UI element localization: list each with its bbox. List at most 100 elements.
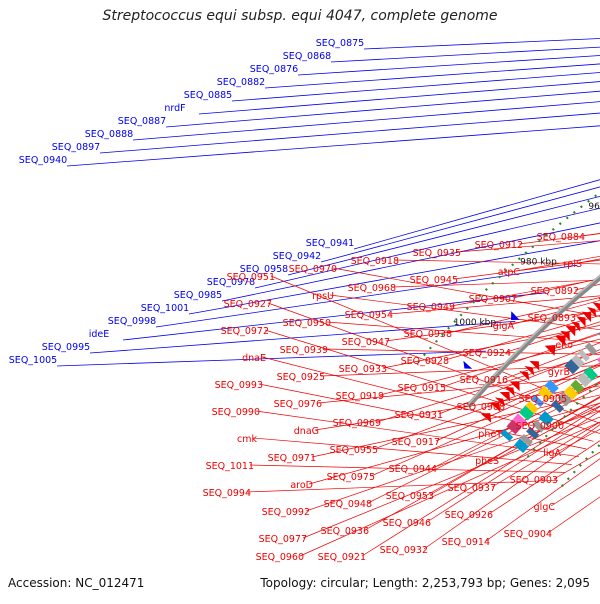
blue-leader-line — [198, 81, 600, 115]
gene-label-forward: SEQ_0948 — [324, 499, 372, 510]
blue-leader-line — [132, 101, 600, 141]
blue-leader-line — [89, 320, 516, 354]
red-leader-line — [258, 383, 587, 450]
blue-leader-line — [56, 350, 486, 367]
gene-label-forward: SEQ_0939 — [280, 345, 328, 356]
forward-gene-arrow — [499, 391, 511, 402]
forward-gene-arrow — [494, 397, 506, 407]
gene-label-forward: SEQ_0903 — [510, 475, 558, 486]
blue-leader-line — [330, 46, 600, 63]
gene-label-forward: SEQ_0917 — [392, 437, 440, 448]
forward-gene-arrow — [560, 330, 570, 342]
blue-leader-line — [254, 207, 600, 289]
gene-label-forward: gyrB — [548, 367, 570, 378]
red-leader-line — [302, 416, 600, 539]
red-leader-line — [370, 376, 600, 477]
red-leader-line — [382, 325, 600, 369]
gene-label-reverse: SEQ_0876 — [250, 64, 298, 75]
blue-leader-line — [287, 195, 600, 276]
red-leader-line — [361, 406, 600, 557]
gene-label-forward: SEQ_0933 — [339, 364, 387, 375]
gene-label-forward: pheS — [475, 456, 499, 467]
gene-label-reverse: SEQ_0897 — [52, 142, 100, 153]
blue-leader-line — [155, 264, 578, 328]
cog-category-block — [500, 429, 514, 442]
gene-label-forward: cmk — [237, 434, 257, 445]
red-leader-line — [373, 364, 600, 450]
gene-label-forward: glgA — [493, 321, 515, 332]
cog-category-block — [518, 405, 535, 421]
forward-gene-arrow — [509, 381, 520, 392]
gene-label-forward: SEQ_0928 — [401, 356, 449, 367]
gene-label-forward: SEQ_0968 — [348, 283, 396, 294]
red-leader-line — [506, 321, 600, 353]
gene-label-forward: rplS — [563, 259, 582, 270]
gene-label-forward: SEQ_0960 — [256, 552, 304, 563]
gene-label-forward: aroD — [290, 480, 313, 491]
gene-label-forward: SEQ_0916 — [460, 375, 508, 386]
red-leader-line — [311, 394, 600, 458]
gene-label-forward: SEQ_0893 — [528, 313, 576, 324]
forward-gene-arrow — [480, 413, 492, 423]
cog-category-block — [531, 394, 545, 408]
reverse-gene-arrow — [463, 360, 473, 369]
red-leader-line — [429, 396, 600, 496]
red-leader-line — [394, 259, 600, 265]
gene-label-forward: SEQ_0976 — [274, 399, 322, 410]
gene-label-forward: SEQ_0993 — [215, 380, 263, 391]
cog-category-block — [551, 400, 565, 413]
gene-label-forward: SEQ_0969 — [333, 418, 381, 429]
red-leader-line — [308, 402, 600, 485]
gene-label-reverse: nrdF — [164, 103, 185, 114]
gene-label-reverse: SEQ_0940 — [19, 155, 67, 166]
gene-label-forward: SEQ_0971 — [268, 453, 316, 464]
backbone-highlight — [468, 274, 600, 405]
scale-label: 960 kbp — [588, 202, 600, 212]
red-leader-line — [249, 464, 565, 473]
gene-label-reverse: SEQ_1005 — [9, 355, 57, 366]
gene-labels: 820 kbp840 kbp860 kbp880 kbp900 kbp920 k… — [9, 38, 600, 563]
gene-label-forward: SEQ_0908 — [457, 402, 505, 413]
blue-leader-line — [165, 90, 600, 128]
gene-label-reverse: SEQ_0887 — [118, 116, 166, 127]
gene-label-reverse: SEQ_0995 — [42, 342, 90, 353]
gene-label-forward: SEQ_0924 — [463, 348, 511, 359]
gene-label-forward: SEQ_0921 — [318, 552, 366, 563]
cog-category-block — [570, 379, 585, 394]
cog-category-block — [512, 413, 527, 428]
blue-leader-line — [99, 112, 600, 154]
gene-label-forward: SEQ_0975 — [327, 472, 375, 483]
red-leader-line — [252, 437, 572, 465]
forward-gene-arrow — [576, 316, 586, 327]
gene-label-forward: SEQ_0977 — [259, 534, 307, 545]
gene-label-forward: SEQ_0990 — [212, 407, 260, 418]
cog-category-block — [563, 385, 579, 400]
red-leader-line — [267, 302, 600, 424]
red-leader-line — [441, 332, 600, 388]
cog-category-block — [526, 426, 540, 440]
red-leader-line — [317, 375, 600, 404]
gene-label-reverse: SEQ_0885 — [184, 90, 232, 101]
cog-category-block — [544, 379, 559, 394]
gene-label-reverse: SEQ_0985 — [174, 290, 222, 301]
cog-category-block — [514, 438, 529, 454]
gene-label-reverse: SEQ_0868 — [283, 51, 331, 62]
gene-label-forward: SEQ_1011 — [206, 461, 254, 472]
gene-label-forward: pheT — [478, 429, 502, 440]
blue-leader-line — [221, 222, 600, 302]
red-leader-line — [270, 275, 600, 413]
forward-gene-arrow — [490, 402, 501, 413]
gene-label-forward: SEQ_0947 — [342, 337, 390, 348]
gene-label-forward: ligA — [543, 448, 561, 459]
forward-gene-arrow — [581, 311, 592, 323]
forward-gene-arrow — [592, 302, 600, 311]
red-leader-line — [323, 348, 600, 355]
red-leader-line — [388, 295, 600, 315]
red-leader-line — [364, 397, 600, 531]
red-leader-line — [326, 321, 600, 343]
red-leader-line — [491, 421, 600, 488]
gene-label-forward: SEQ_0900 — [516, 421, 564, 432]
forward-gene-arrow — [587, 306, 597, 318]
gene-label-forward: atpC — [498, 267, 521, 278]
